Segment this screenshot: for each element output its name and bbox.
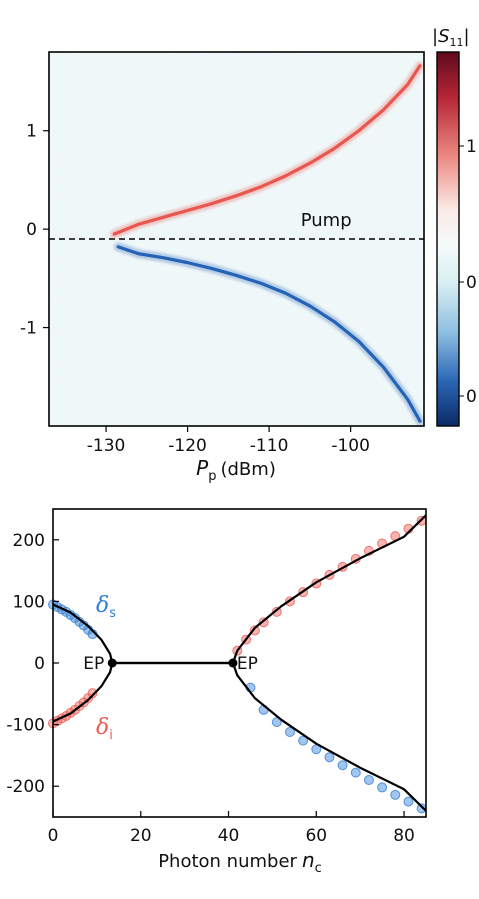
legend-label-1: δi <box>96 715 113 743</box>
scatter-point-1-9 <box>87 688 98 699</box>
scatter-point-0-14 <box>298 735 309 746</box>
colorbar-label-subscript: 11 <box>450 36 464 49</box>
scatter-point-0-20 <box>377 782 388 793</box>
colorbar-label: |S11| <box>432 26 470 49</box>
legend-subscript-1: i <box>109 728 113 743</box>
heatmap-ytick-label-0: 1 <box>26 122 37 142</box>
scatter-xlabel: Photon number nc <box>158 848 322 876</box>
scatter-ytick-label-2: 0 <box>34 654 45 674</box>
scatter-point-1-14 <box>271 606 282 617</box>
ep-label-1: EP <box>237 654 258 674</box>
colorbar-label-symbol: S <box>438 26 449 47</box>
scatter-xtick-label-0: 0 <box>48 826 59 846</box>
heatmap-xlabel-symbol: P <box>196 456 209 480</box>
heatmap-ytick-label-2: -1 <box>20 319 37 339</box>
legend-subscript-0: s <box>109 606 116 621</box>
heatmap-ridge-1 <box>112 64 422 236</box>
scatter-point-0-16 <box>324 752 335 763</box>
colorbar-tick-label-1: 1 <box>466 137 477 157</box>
ep-marker-1 <box>228 658 238 668</box>
scatter-point-0-19 <box>363 775 374 786</box>
scatter-ticks: 0 20 40 60 80 200 100 0 -100 -200 <box>6 531 414 846</box>
scatter-xlabel-subscript: c <box>315 861 322 876</box>
colorbar-tick-label-3: 0 <box>466 387 477 407</box>
heatmap-xlabel-subscript: p <box>208 469 216 484</box>
legend-label-0: δs <box>96 593 116 621</box>
fit-curve-lower <box>52 661 427 812</box>
colorbar-gradient <box>436 51 460 427</box>
scatter-point-0-13 <box>284 726 295 737</box>
fit-curve-upper <box>52 514 427 665</box>
heatmap-marks: Pump <box>49 61 425 426</box>
heatmap-ytick-label-1: 0 <box>26 220 37 240</box>
colorbar-bar-left: | <box>432 26 438 47</box>
heatmap-xlabel-unit: (dBm) <box>220 459 275 480</box>
scatter-xtick-label-3: 60 <box>305 826 327 846</box>
scatter-ytick-label-0: 200 <box>13 531 45 551</box>
scatter-xlabel-symbol: n <box>302 848 315 872</box>
scatter-xlabel-text: Photon number <box>158 851 297 872</box>
heatmap-annotation-0: Pump <box>301 210 352 231</box>
legend-symbol-1: δ <box>96 715 109 740</box>
scatter-point-0-17 <box>337 760 348 771</box>
colorbar-tick-label-2: 0 <box>466 273 477 293</box>
heatmap-panel: Pump -130 -120 -110 -100 1 0 -1 Pp (dBm) <box>20 51 425 484</box>
scatter-ytick-label-4: -200 <box>6 777 45 797</box>
scatter-xtick-label-4: 80 <box>393 826 415 846</box>
scatter-xtick-label-2: 40 <box>218 826 240 846</box>
scatter-point-0-22 <box>403 796 414 807</box>
heatmap-xtick-label-0: -130 <box>87 436 126 456</box>
ep-label-0: EP <box>83 654 104 674</box>
scatter-point-0-21 <box>390 789 401 800</box>
scatter-xtick-label-1: 20 <box>130 826 152 846</box>
heatmap-ticks: -130 -120 -110 -100 1 0 -1 <box>20 122 370 456</box>
heatmap-frame <box>48 51 425 427</box>
heatmap-xlabel: Pp (dBm) <box>196 456 276 484</box>
scatter-point-0-12 <box>271 717 282 728</box>
heatmap-xtick-label-2: -110 <box>250 436 289 456</box>
scatter-ytick-label-3: -100 <box>6 716 45 736</box>
scatter-ytick-label-1: 100 <box>13 592 45 612</box>
heatmap-xtick-label-1: -120 <box>168 436 207 456</box>
colorbar-bar-right: | <box>464 26 470 47</box>
colorbar: |S11| 1 0 0 <box>432 26 477 427</box>
legend-symbol-0: δ <box>96 593 109 618</box>
heatmap-xtick-label-3: -100 <box>331 436 370 456</box>
ep-marker-0 <box>107 658 117 668</box>
heatmap-ridge-2 <box>116 245 422 423</box>
scatter-point-0-18 <box>350 767 361 778</box>
